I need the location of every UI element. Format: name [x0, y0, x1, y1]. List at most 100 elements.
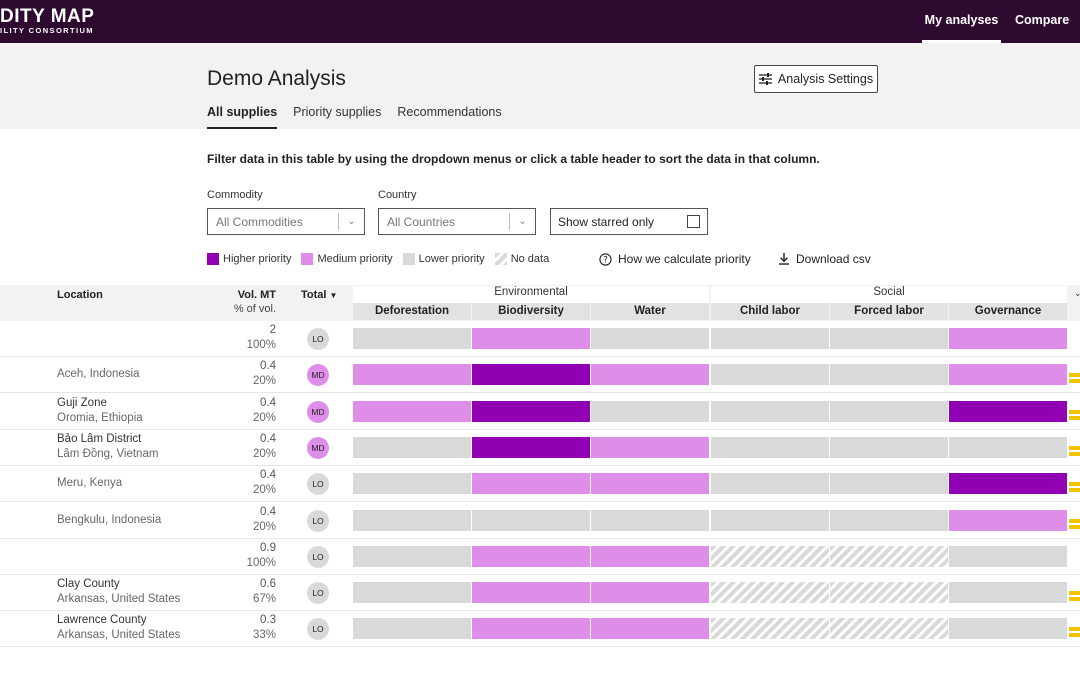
priority-cell-governance[interactable]	[949, 328, 1067, 349]
show-starred-toggle[interactable]: Show starred only	[550, 208, 708, 235]
priority-cell-biodiversity[interactable]	[472, 510, 590, 531]
country-label: Country	[378, 189, 417, 201]
col-total-header[interactable]: Total ▼	[301, 289, 337, 301]
priority-cell-deforestation[interactable]	[353, 546, 471, 567]
priority-cell-deforestation[interactable]	[353, 328, 471, 349]
priority-cell-child-labor[interactable]	[711, 401, 829, 422]
priority-cell-forced-labor[interactable]	[830, 401, 948, 422]
priority-cell-governance[interactable]	[949, 473, 1067, 494]
volume-percent: 100%	[246, 339, 276, 351]
analysis-settings-button[interactable]: Analysis Settings	[754, 65, 878, 93]
lower-priority-swatch	[402, 253, 415, 265]
priority-cell-deforestation[interactable]	[353, 364, 471, 385]
priority-cell-forced-labor[interactable]	[830, 546, 948, 567]
priority-cell-governance[interactable]	[949, 510, 1067, 531]
priority-cell-governance[interactable]	[949, 401, 1067, 422]
priority-cell-biodiversity[interactable]	[472, 364, 590, 385]
col-location-header[interactable]: Location	[57, 289, 103, 301]
table-row[interactable]: Bengkulu, Indonesia 0.4 20% LO	[0, 503, 1080, 539]
priority-cell-water[interactable]	[591, 510, 709, 531]
location-region: Aceh, Indonesia	[57, 368, 140, 380]
priority-cell-water[interactable]	[591, 401, 709, 422]
priority-cell-forced-labor[interactable]	[830, 437, 948, 458]
priority-cell-governance[interactable]	[949, 546, 1067, 567]
tab-priority-supplies[interactable]: Priority supplies	[293, 105, 382, 119]
col-child-labor-header[interactable]: Child labor	[711, 303, 829, 320]
priority-cell-child-labor[interactable]	[711, 364, 829, 385]
col-forced-labor-header[interactable]: Forced labor	[830, 303, 948, 320]
volume-value: 0.4	[260, 360, 276, 372]
priority-cell-water[interactable]	[591, 546, 709, 567]
priority-cell-water[interactable]	[591, 582, 709, 603]
priority-cell-biodiversity[interactable]	[472, 437, 590, 458]
country-select[interactable]: All Countries ⌄	[378, 208, 536, 235]
priority-cell-child-labor[interactable]	[711, 437, 829, 458]
priority-cell-governance[interactable]	[949, 582, 1067, 603]
priority-cell-child-labor[interactable]	[711, 328, 829, 349]
how-we-calculate-link[interactable]: ? How we calculate priority	[599, 252, 751, 266]
overflow-indicator	[1069, 519, 1080, 523]
priority-cell-deforestation[interactable]	[353, 437, 471, 458]
nav-compare[interactable]: Compare	[1015, 13, 1070, 27]
table-row[interactable]: Guji Zone Oromia, Ethiopia 0.4 20% MD	[0, 394, 1080, 430]
priority-cell-child-labor[interactable]	[711, 510, 829, 531]
volume-percent: 100%	[246, 557, 276, 569]
tab-recommendations[interactable]: Recommendations	[397, 105, 502, 119]
priority-cell-child-labor[interactable]	[711, 582, 829, 603]
table-row[interactable]: 0.9 100% LO	[0, 539, 1080, 575]
download-csv-link[interactable]: Download csv	[778, 252, 871, 266]
priority-cell-biodiversity[interactable]	[472, 582, 590, 603]
priority-cell-forced-labor[interactable]	[830, 364, 948, 385]
priority-cell-water[interactable]	[591, 364, 709, 385]
commodity-select[interactable]: All Commodities ⌄	[207, 208, 365, 235]
location-name: Clay County	[57, 578, 120, 590]
col-vol-header[interactable]: Vol. MT	[237, 289, 276, 301]
starred-checkbox[interactable]	[687, 215, 700, 228]
col-water-header[interactable]: Water	[591, 303, 709, 320]
priority-cell-forced-labor[interactable]	[830, 510, 948, 531]
priority-cell-child-labor[interactable]	[711, 546, 829, 567]
col-biodiversity-header[interactable]: Biodiversity	[472, 303, 590, 320]
total-priority-badge: LO	[307, 510, 329, 532]
table-row[interactable]: Aceh, Indonesia 0.4 20% MD	[0, 357, 1080, 393]
priority-cell-child-labor[interactable]	[711, 618, 829, 639]
total-priority-badge: LO	[307, 546, 329, 568]
col-governance-header[interactable]: Governance	[949, 303, 1067, 320]
table-row[interactable]: Meru, Kenya 0.4 20% LO	[0, 466, 1080, 502]
priority-cell-governance[interactable]	[949, 618, 1067, 639]
table-row[interactable]: Lawrence County Arkansas, United States 0.…	[0, 611, 1080, 647]
priority-cell-deforestation[interactable]	[353, 618, 471, 639]
priority-cell-biodiversity[interactable]	[472, 401, 590, 422]
logo-subtitle: ILITY CONSORTIUM	[0, 26, 94, 35]
priority-cell-child-labor[interactable]	[711, 473, 829, 494]
priority-cell-biodiversity[interactable]	[472, 618, 590, 639]
priority-cell-governance[interactable]	[949, 437, 1067, 458]
priority-cell-governance[interactable]	[949, 364, 1067, 385]
priority-cell-biodiversity[interactable]	[472, 546, 590, 567]
table-row[interactable]: Clay County Arkansas, United States 0.6 67%…	[0, 575, 1080, 611]
priority-cell-water[interactable]	[591, 437, 709, 458]
chevron-down-icon[interactable]: ⌄	[1074, 288, 1080, 298]
priority-cell-forced-labor[interactable]	[830, 328, 948, 349]
priority-cell-biodiversity[interactable]	[472, 473, 590, 494]
table-row[interactable]: Bảo Lâm District Lâm Đồng, Vietnam 0.4 20% M…	[0, 430, 1080, 466]
priority-cell-deforestation[interactable]	[353, 473, 471, 494]
commodity-label: Commodity	[207, 189, 263, 201]
priority-cell-water[interactable]	[591, 328, 709, 349]
priority-cell-forced-labor[interactable]	[830, 618, 948, 639]
priority-cell-biodiversity[interactable]	[472, 328, 590, 349]
tab-all-supplies[interactable]: All supplies	[207, 103, 278, 129]
priority-cell-deforestation[interactable]	[353, 582, 471, 603]
priority-cell-forced-labor[interactable]	[830, 473, 948, 494]
nav-my-analyses[interactable]: My analyses	[922, 0, 1001, 43]
priority-cell-deforestation[interactable]	[353, 401, 471, 422]
col-deforestation-header[interactable]: Deforestation	[353, 303, 471, 320]
priority-cell-forced-labor[interactable]	[830, 582, 948, 603]
priority-cell-water[interactable]	[591, 618, 709, 639]
priority-cell-water[interactable]	[591, 473, 709, 494]
logo-title[interactable]: DITY MAP	[0, 6, 95, 27]
table-row[interactable]: 2 100% LO	[0, 321, 1080, 357]
legend-nodata: No data	[510, 253, 550, 265]
overflow-indicator	[1069, 482, 1080, 486]
priority-cell-deforestation[interactable]	[353, 510, 471, 531]
